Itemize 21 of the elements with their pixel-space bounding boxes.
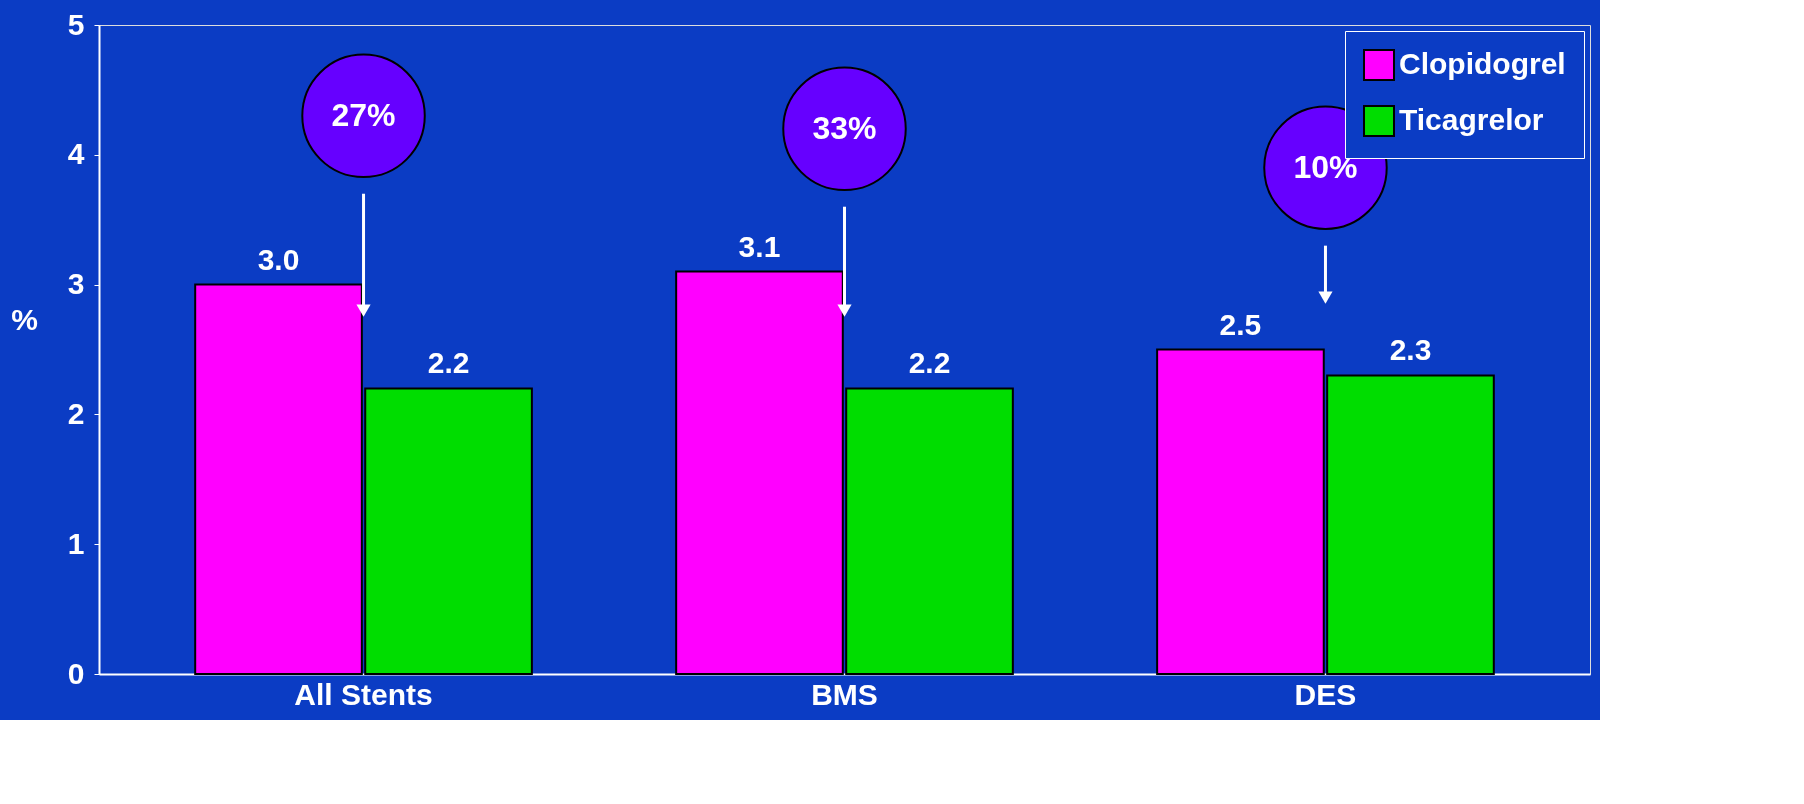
y-tick-label: 2 — [67, 396, 85, 430]
data-label: 3.0 — [257, 242, 300, 276]
y-tick-label: 0 — [67, 656, 85, 690]
x-tick-label: BMS — [811, 677, 878, 711]
y-tick-label: 4 — [67, 137, 85, 171]
data-label: 2.2 — [427, 346, 470, 380]
y-tick-label: 3 — [67, 267, 85, 301]
annotation: 10% — [1293, 148, 1358, 185]
y-tick-label: 1 — [67, 526, 85, 560]
data-label: 2.3 — [1389, 333, 1432, 367]
annotation: 33% — [812, 109, 877, 146]
data-label: 2.2 — [908, 346, 951, 380]
legend-label: Ticagrelor — [1399, 103, 1544, 136]
x-tick-label: DES — [1294, 677, 1357, 711]
y-axis-title: % — [11, 302, 38, 336]
data-label: 2.5 — [1219, 307, 1262, 341]
data-label: 3.1 — [738, 229, 781, 263]
annotation: 27% — [331, 96, 396, 133]
legend-label: Clopidogrel — [1399, 47, 1566, 80]
y-tick-label: 5 — [67, 7, 85, 41]
x-tick-label: All Stents — [294, 677, 433, 711]
